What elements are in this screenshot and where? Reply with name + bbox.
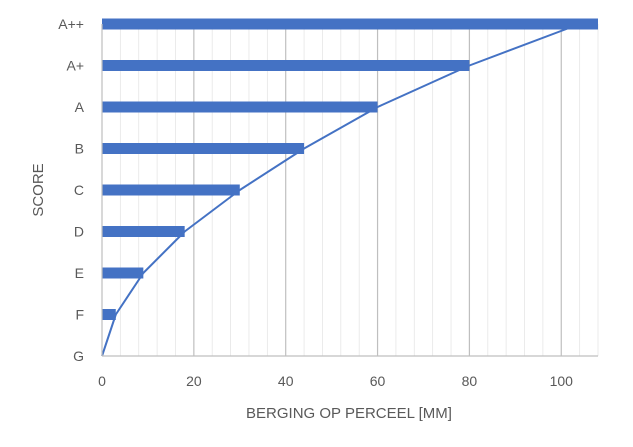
bar-e <box>102 267 144 279</box>
bar-a-plus-plus <box>102 18 598 30</box>
y-tick-label: F <box>75 307 84 323</box>
y-tick-label: B <box>75 141 84 157</box>
x-tick-label: 80 <box>462 373 478 389</box>
x-tick-label: 60 <box>370 373 386 389</box>
grid-lines <box>119 24 599 356</box>
y-tick-label: A+ <box>66 58 84 74</box>
bar-f <box>102 309 116 320</box>
y-axis-title: SCORE <box>30 163 47 216</box>
x-tick-label: 20 <box>186 373 202 389</box>
bar-a-plus <box>102 60 470 71</box>
x-tick-label: 0 <box>98 373 106 389</box>
bar-a <box>102 101 378 113</box>
y-tick-label: A <box>75 99 85 115</box>
y-tick-label: D <box>74 224 84 240</box>
x-tick-label: 40 <box>278 373 294 389</box>
bar-d <box>102 226 185 237</box>
bar-b <box>102 143 305 154</box>
curve-line <box>101 23 580 357</box>
x-tick-label: 100 <box>550 373 574 389</box>
x-axis-title: BERGING OP PERCEEL [MM] <box>246 405 452 422</box>
y-tick-label: G <box>73 348 84 364</box>
x-tick-labels: 0 20 40 60 80 100 <box>98 373 573 389</box>
bar-series <box>102 18 598 320</box>
axes <box>101 24 598 357</box>
y-tick-label: A++ <box>58 16 84 32</box>
bar-c <box>102 184 240 196</box>
y-tick-label: E <box>75 265 84 281</box>
y-tick-labels: G F E D C B A A+ A++ <box>58 16 84 364</box>
y-tick-label: C <box>74 182 84 198</box>
curve-series <box>101 23 580 357</box>
